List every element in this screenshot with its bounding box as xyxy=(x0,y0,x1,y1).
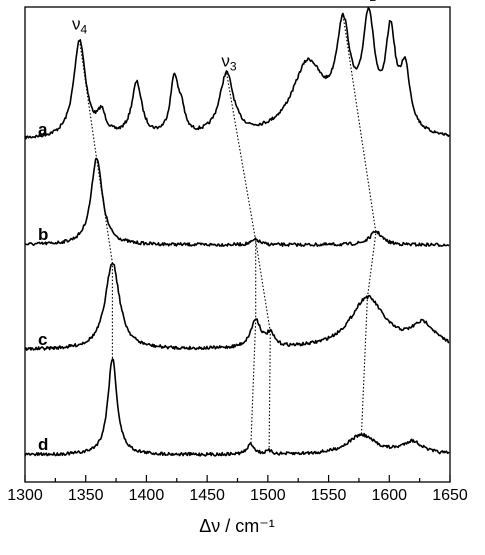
correlation-line-4 xyxy=(342,15,377,436)
peak-label-ν4: ν4 xyxy=(72,14,88,36)
correlation-line-1 xyxy=(79,40,113,360)
spectrum-trace-c xyxy=(24,262,450,351)
trace-label-d: d xyxy=(38,435,48,454)
x-axis: 1300 1350 1400 1450 1500 1550 1600 1650 xyxy=(7,475,468,504)
x-axis-title: Δν / cm⁻¹ xyxy=(199,516,275,536)
peak-label-ν3: ν3 xyxy=(221,52,237,74)
x-tick-label-1450: 1450 xyxy=(189,487,225,504)
x-tick-label-1550: 1550 xyxy=(311,487,347,504)
spectrum-traces: a b c d xyxy=(24,6,450,457)
trace-label-c: c xyxy=(38,330,47,349)
trace-label-b: b xyxy=(38,225,48,244)
trace-label-a: a xyxy=(38,120,48,139)
annotations: ν4 ν3 ν2 xyxy=(72,0,377,74)
x-tick-label-1500: 1500 xyxy=(250,487,286,504)
x-tick-label-1300: 1300 xyxy=(7,487,43,504)
x-tick-label-1650: 1650 xyxy=(432,487,468,504)
x-tick-label-1400: 1400 xyxy=(129,487,165,504)
x-tick-label-1600: 1600 xyxy=(371,487,407,504)
x-tick-label-1350: 1350 xyxy=(68,487,104,504)
correlation-lines xyxy=(79,15,377,452)
spectrum-trace-a xyxy=(24,6,450,140)
spectrum-trace-d xyxy=(24,358,450,457)
spectrum-trace-b xyxy=(24,157,450,247)
correlation-line-3 xyxy=(255,240,271,452)
correlation-line-2 xyxy=(226,73,257,445)
peak-label-ν2: ν2 xyxy=(361,0,377,4)
